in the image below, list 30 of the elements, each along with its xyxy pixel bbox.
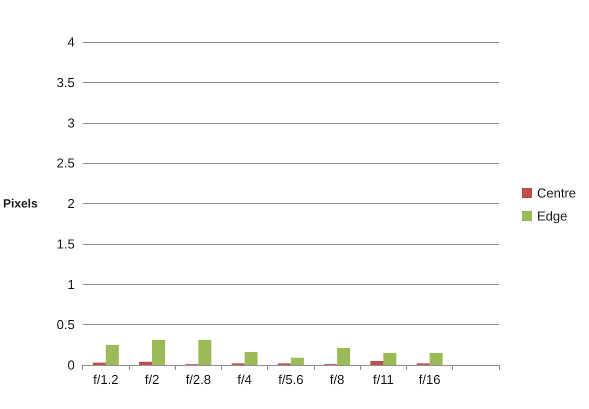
bar (290, 358, 304, 365)
bar (370, 360, 384, 365)
y-tick-label: 2.5 (56, 156, 75, 171)
y-tick-label: 0 (67, 358, 75, 372)
x-tick-label: f/1.2 (93, 372, 118, 387)
x-tick-label: f/16 (418, 372, 440, 387)
x-tick-label: f/8 (330, 372, 344, 387)
y-axis-title: Pixels (2, 196, 38, 210)
y-tick-label: 1.5 (56, 236, 75, 252)
y-tick-label: 3.5 (56, 74, 75, 90)
y-tick-label: 2 (67, 196, 75, 211)
legend-label: Edge (536, 208, 568, 224)
y-tick-label: 3 (67, 115, 75, 130)
bar (383, 352, 396, 365)
bar (244, 352, 258, 365)
y-tick-label: 1 (67, 276, 75, 292)
bar (139, 362, 152, 365)
y-tick-label: 0.5 (56, 317, 75, 332)
bar (430, 352, 443, 365)
x-tick-label: f/2 (144, 372, 160, 387)
bar (337, 348, 350, 365)
bar (198, 340, 212, 365)
x-tick-label: f/5.6 (278, 372, 304, 387)
bar (106, 344, 119, 365)
x-tick-label: f/2.8 (186, 372, 211, 387)
x-tick-label: f/11 (373, 372, 394, 387)
y-tick-label: 4 (67, 34, 75, 50)
legend-label: Centre (536, 186, 576, 200)
x-tick-label: f/4 (237, 372, 252, 387)
bar (152, 340, 166, 365)
